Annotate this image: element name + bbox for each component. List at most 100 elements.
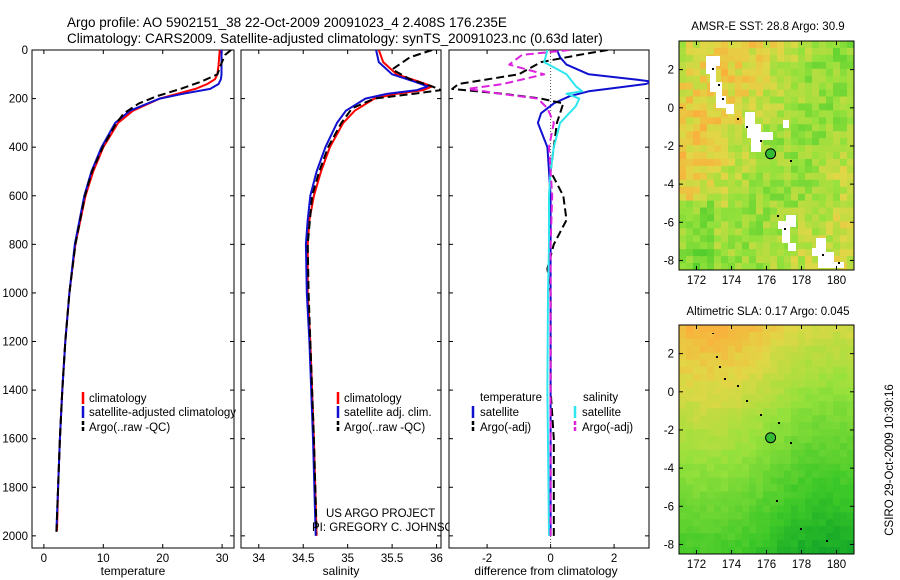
map-cell [707, 235, 715, 243]
map-cell [756, 228, 764, 236]
map-cell [749, 68, 757, 77]
map-cell [735, 165, 743, 174]
map-cell [798, 200, 806, 209]
map-cell [707, 401, 715, 409]
legend-label-climatology: climatology [89, 393, 147, 405]
map-cell [700, 165, 708, 174]
map-cell [742, 138, 750, 146]
map-cell [728, 505, 736, 513]
map-cell [819, 47, 827, 56]
sst-argo-location-marker [765, 148, 777, 160]
map-cell [770, 214, 778, 223]
map-cell [819, 41, 827, 49]
map-cell [777, 124, 785, 132]
map-cell [784, 165, 792, 174]
map-cell [826, 512, 834, 520]
map-cell [798, 138, 806, 146]
map-cell [714, 68, 722, 77]
map-cell [693, 214, 701, 223]
map-cell [763, 89, 771, 98]
y-tick-label: 1600 [2, 434, 28, 446]
map-cell [679, 380, 687, 389]
map-cell [819, 331, 827, 340]
map-cell [707, 117, 715, 125]
map-cell [728, 117, 736, 125]
map-cell [679, 221, 687, 229]
map-cell [735, 54, 743, 63]
map-cell [707, 131, 715, 139]
map-cell [819, 547, 827, 554]
map-cell [840, 165, 848, 174]
map-cell [700, 345, 708, 354]
map-cell [847, 526, 854, 534]
map-cell [763, 117, 771, 125]
map-cell [819, 172, 827, 181]
map-cell [791, 456, 799, 465]
map-cell [812, 533, 820, 541]
map-cell [798, 366, 806, 375]
map-cell [679, 124, 687, 132]
map-cell [798, 124, 806, 132]
map-cell [742, 193, 750, 202]
map-y-tick-label: -2 [664, 425, 674, 437]
map-cell [847, 242, 854, 250]
map-cell [707, 456, 715, 465]
map-cell [735, 179, 743, 188]
map-cell [714, 193, 722, 202]
map-cell [679, 540, 687, 548]
y-tick-label: 0 [22, 45, 28, 57]
map-cell [798, 110, 806, 118]
map-cell [798, 380, 806, 389]
map-cell [791, 519, 799, 527]
map-cell [770, 352, 778, 361]
map-cell [812, 380, 820, 389]
map-cell [693, 235, 701, 243]
map-cell [686, 179, 694, 188]
map-cell [686, 387, 694, 395]
map-cell [686, 422, 694, 430]
map-x-tick-label: 172 [687, 559, 706, 571]
map-cell [728, 401, 736, 409]
sst-map-panel: AMSR-E SST: 28.8 Argo: 30.9 172 174 176 178… [664, 21, 855, 287]
map-cell [742, 249, 750, 257]
map-cell [770, 103, 778, 111]
map-cell [679, 165, 687, 174]
map-cell [812, 228, 820, 236]
map-cell [707, 394, 715, 402]
map-cell [833, 158, 841, 167]
map-cell [798, 338, 806, 347]
map-cell [693, 131, 701, 139]
map-cell [805, 331, 813, 340]
map-cell [798, 152, 806, 160]
map-cell [707, 380, 715, 389]
map-cell [735, 235, 743, 243]
map-cell [840, 242, 848, 250]
map-cell [700, 547, 708, 554]
map-cell [707, 470, 715, 479]
map-cell [756, 484, 764, 493]
map-cell [819, 470, 827, 479]
map-cell [805, 54, 813, 63]
map-cell [770, 338, 778, 347]
map-cell [791, 331, 799, 340]
map-cell [763, 484, 771, 493]
map-cell [819, 138, 827, 146]
map-cell [707, 158, 715, 167]
map-cell [812, 477, 820, 486]
map-cell [847, 207, 854, 216]
map-cell [847, 256, 854, 264]
map-cell [721, 263, 729, 270]
map-cell [819, 179, 827, 188]
map-cell [826, 352, 834, 361]
map-cell [707, 331, 715, 340]
series-line-argo-raw-qc- [306, 50, 441, 534]
map-cell [686, 401, 694, 409]
map-cell [826, 359, 834, 368]
map-cell [721, 373, 729, 382]
map-cell [714, 165, 722, 174]
map-cell [770, 242, 778, 250]
x-tick-label: 34.5 [292, 553, 314, 565]
map-cell [714, 526, 722, 534]
map-x-tick-label: 180 [827, 275, 846, 287]
map-cell [707, 540, 715, 548]
